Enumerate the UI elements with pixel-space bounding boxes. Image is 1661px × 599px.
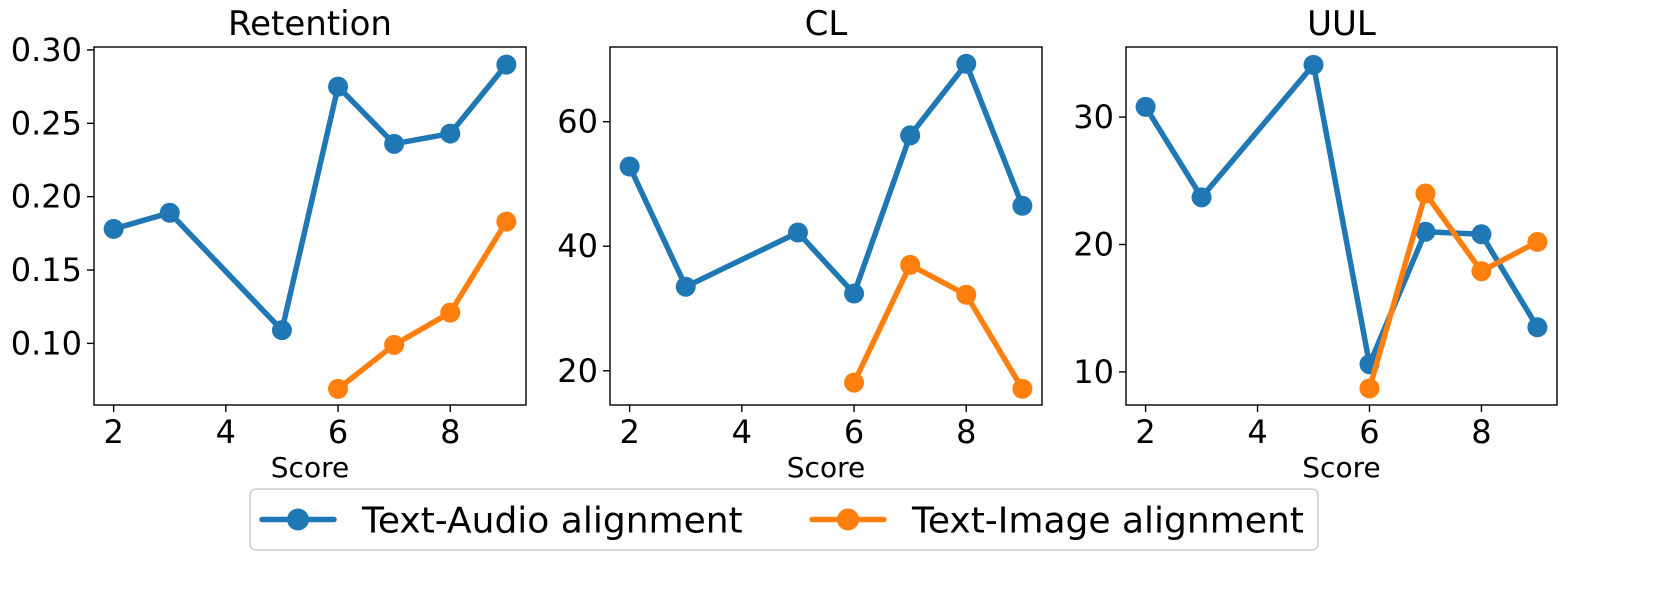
data-point xyxy=(1471,261,1492,282)
data-point xyxy=(1359,378,1380,399)
y-tick-label: 40 xyxy=(557,227,598,265)
data-point xyxy=(844,283,865,304)
y-tick-label: 0.30 xyxy=(11,31,82,69)
legend-box xyxy=(249,488,1319,551)
x-tick-label: 4 xyxy=(732,413,752,451)
data-point xyxy=(1135,96,1156,117)
y-tick-label: 10 xyxy=(1073,353,1114,391)
x-tick-label: 6 xyxy=(844,413,864,451)
y-tick-label: 0.20 xyxy=(11,178,82,216)
x-tick-label: 8 xyxy=(440,413,460,451)
data-point xyxy=(384,334,405,355)
panel-1: CL 2 4 6 8 20 40 60 Score xyxy=(557,4,1043,484)
data-point xyxy=(787,222,808,243)
data-point xyxy=(1471,224,1492,245)
panel-title: Retention xyxy=(228,4,392,44)
data-point xyxy=(1415,221,1436,242)
x-tick-label: 6 xyxy=(328,413,348,451)
legend-marker xyxy=(837,508,859,531)
y-tick-label: 20 xyxy=(1073,225,1114,263)
y-tick-label: 0.25 xyxy=(11,104,82,142)
axes-frame xyxy=(1125,46,1558,406)
panel-title: CL xyxy=(805,4,848,44)
data-point xyxy=(103,218,124,239)
x-axis-label: Score xyxy=(1302,451,1380,484)
y-tick-label: 60 xyxy=(557,103,598,141)
x-axis-label: Score xyxy=(787,451,865,484)
x-tick-label: 8 xyxy=(956,413,976,451)
y-tick-label: 0.10 xyxy=(11,324,82,362)
data-point xyxy=(271,320,292,341)
x-tick-label: 2 xyxy=(1135,413,1155,451)
data-point xyxy=(1303,54,1324,75)
axes-frame xyxy=(93,46,527,406)
series-line-1 xyxy=(335,218,510,392)
series-line-0 xyxy=(626,61,1026,297)
data-point xyxy=(384,133,405,154)
series-line-0 xyxy=(1142,62,1541,367)
series-line-0 xyxy=(110,61,510,333)
data-point xyxy=(440,123,461,144)
data-point xyxy=(1012,195,1033,216)
data-point xyxy=(159,202,180,223)
x-axis-label: Score xyxy=(271,451,349,484)
data-point xyxy=(900,254,921,275)
x-tick-label: 6 xyxy=(1359,413,1379,451)
data-point xyxy=(956,53,977,74)
data-point xyxy=(328,378,349,399)
data-point xyxy=(328,76,349,97)
series-line-1 xyxy=(1366,190,1541,392)
panel-0: Retention 2 4 6 8 0.10 0.15 0.20 0.25 0.30 Score xyxy=(11,4,527,484)
data-point xyxy=(496,211,517,232)
data-point xyxy=(440,302,461,323)
data-point xyxy=(675,276,696,297)
data-point xyxy=(900,125,921,146)
data-point xyxy=(956,284,977,305)
series-line-1 xyxy=(851,262,1026,392)
x-tick-label: 8 xyxy=(1471,413,1491,451)
y-tick-label: 20 xyxy=(557,352,598,390)
data-point xyxy=(1527,317,1548,338)
x-tick-label: 4 xyxy=(1247,413,1267,451)
y-tick-label: 0.15 xyxy=(11,251,82,289)
data-point xyxy=(844,372,865,393)
data-point xyxy=(619,156,640,177)
x-tick-label: 4 xyxy=(216,413,236,451)
data-point xyxy=(1527,231,1548,252)
data-point xyxy=(1191,187,1212,208)
panel-2: UUL 2 4 6 8 10 20 30 Score xyxy=(1073,4,1558,484)
panel-title: UUL xyxy=(1307,4,1376,44)
data-point xyxy=(496,54,517,75)
data-point xyxy=(1415,183,1436,204)
axes-frame xyxy=(609,46,1043,406)
data-point xyxy=(1012,378,1033,399)
y-tick-label: 30 xyxy=(1073,98,1114,136)
x-tick-label: 2 xyxy=(103,413,123,451)
legend-label: Text-Image alignment xyxy=(911,501,1304,542)
x-tick-label: 2 xyxy=(619,413,639,451)
legend-marker xyxy=(287,508,309,531)
legend-label: Text-Audio alignment xyxy=(361,501,743,542)
legend: Text-Audio alignment Text-Image alignment xyxy=(249,488,1319,551)
